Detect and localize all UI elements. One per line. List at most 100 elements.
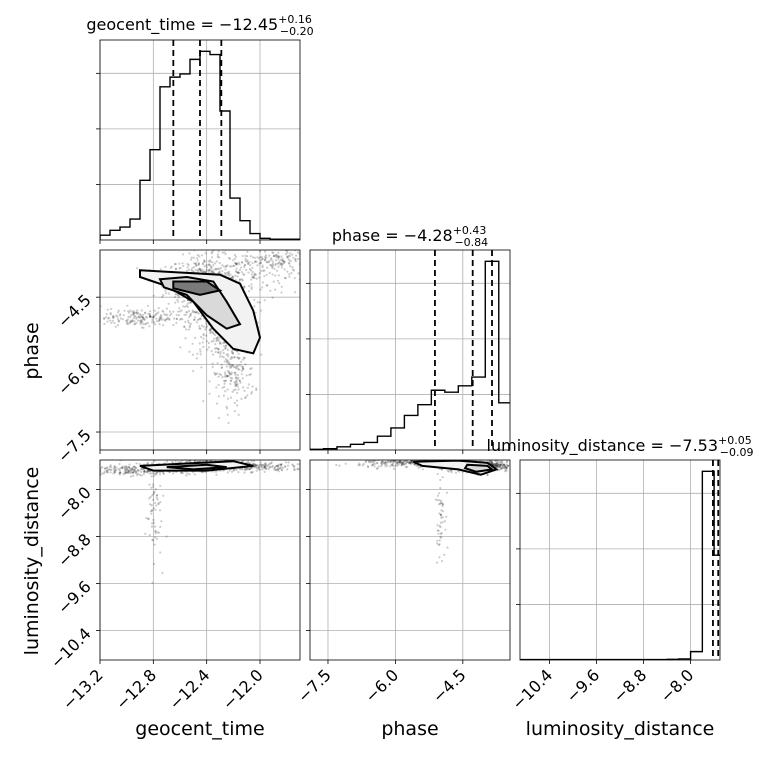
sample-point [217, 383, 220, 387]
sample-point [150, 472, 154, 475]
sample-point [244, 396, 247, 399]
panel-luminosity-distance-vs-luminosity-distance [516, 459, 721, 661]
sample-point [266, 261, 269, 264]
sample-point [243, 356, 246, 360]
sample-point [111, 319, 114, 322]
sample-point [177, 300, 180, 303]
sample-point [437, 532, 440, 535]
sample-point [269, 289, 272, 292]
sample-point [277, 251, 280, 254]
sample-point [103, 470, 106, 473]
sample-point [226, 271, 229, 274]
sample-point [230, 371, 233, 374]
sample-point [164, 289, 167, 292]
sample-point [219, 342, 222, 345]
sample-point [149, 315, 152, 318]
sample-point [189, 313, 192, 316]
sample-point [255, 388, 258, 392]
sample-point [179, 310, 182, 313]
sample-point [260, 309, 263, 312]
sample-point [302, 275, 304, 277]
sample-point [189, 314, 192, 317]
sample-point [229, 358, 232, 361]
sample-point [467, 458, 469, 460]
sample-point [370, 460, 373, 463]
sample-point [146, 462, 149, 465]
sample-point [441, 510, 444, 513]
sample-point [440, 536, 443, 539]
sample-point [500, 463, 503, 467]
sample-point [271, 260, 274, 263]
sample-point [148, 497, 151, 500]
sample-point [217, 416, 220, 420]
sample-point [137, 315, 140, 318]
sample-point [200, 269, 203, 272]
sample-point [380, 465, 383, 468]
sample-point [228, 372, 231, 375]
sample-point [203, 265, 206, 268]
sample-point [238, 263, 241, 266]
sample-point [277, 465, 280, 468]
sample-point [121, 467, 125, 470]
sample-point [161, 318, 164, 321]
sample-point [362, 462, 365, 466]
sample-point [202, 345, 205, 348]
sample-point [152, 315, 156, 318]
sample-point [157, 319, 161, 323]
sample-point [116, 318, 120, 321]
sample-point [220, 457, 222, 459]
sample-point [161, 295, 164, 299]
sample-point [496, 462, 499, 465]
sample-point [134, 311, 137, 314]
sample-point [407, 461, 410, 465]
sample-point [256, 264, 259, 267]
sample-point [199, 317, 202, 320]
sample-point [296, 251, 299, 254]
sample-point [273, 466, 276, 469]
sample-point [111, 314, 114, 317]
sample-point [234, 255, 238, 258]
sample-point [259, 256, 262, 259]
sample-point [133, 468, 136, 471]
sample-point [274, 288, 277, 291]
sample-point [244, 469, 247, 472]
sample-point [72, 473, 74, 475]
sample-point [174, 262, 177, 266]
sample-point [225, 272, 228, 275]
sample-point [205, 322, 208, 325]
sample-point [97, 468, 99, 470]
sample-point [94, 467, 96, 469]
sample-point [180, 460, 184, 462]
sample-point [146, 321, 149, 325]
sample-point [253, 465, 256, 468]
sample-point [497, 463, 501, 466]
sample-point [96, 315, 98, 317]
sample-point [280, 285, 283, 288]
sample-point [495, 463, 498, 466]
sample-point [279, 464, 282, 467]
sample-point [108, 465, 111, 469]
sample-point [293, 464, 296, 468]
sample-point [499, 463, 502, 466]
sample-point [237, 364, 240, 367]
sample-point [155, 537, 158, 540]
sample-point [164, 313, 167, 317]
sample-point [494, 460, 497, 463]
sample-point [250, 466, 253, 470]
sample-point [91, 467, 93, 469]
sample-point [226, 369, 229, 373]
sample-point [195, 262, 198, 265]
sample-point [224, 380, 227, 383]
sample-point [249, 278, 253, 281]
sample-point [131, 467, 134, 470]
xlabel-geocent-time: geocent_time [135, 718, 264, 740]
sample-point [155, 471, 158, 474]
sample-point [368, 460, 371, 463]
sample-point [228, 362, 231, 365]
sample-point [448, 457, 450, 459]
sample-point [271, 262, 275, 265]
sample-point [215, 339, 218, 343]
sample-point [297, 257, 300, 261]
sample-point [125, 469, 128, 472]
sample-point [113, 470, 116, 473]
